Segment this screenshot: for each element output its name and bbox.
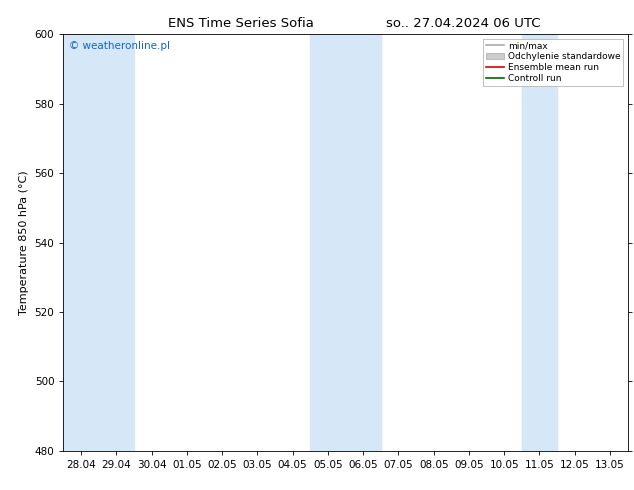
Y-axis label: Temperature 850 hPa (°C): Temperature 850 hPa (°C) [19,170,29,315]
Bar [99,34,134,451]
Legend: min/max, Odchylenie standardowe, Ensemble mean run, Controll run: min/max, Odchylenie standardowe, Ensembl… [484,39,623,86]
Bar [63,34,99,451]
Bar [310,34,381,451]
Text: so.. 27.04.2024 06 UTC: so.. 27.04.2024 06 UTC [385,17,540,30]
Text: ENS Time Series Sofia: ENS Time Series Sofia [168,17,314,30]
Bar [522,34,557,451]
Text: © weatheronline.pl: © weatheronline.pl [69,41,170,50]
